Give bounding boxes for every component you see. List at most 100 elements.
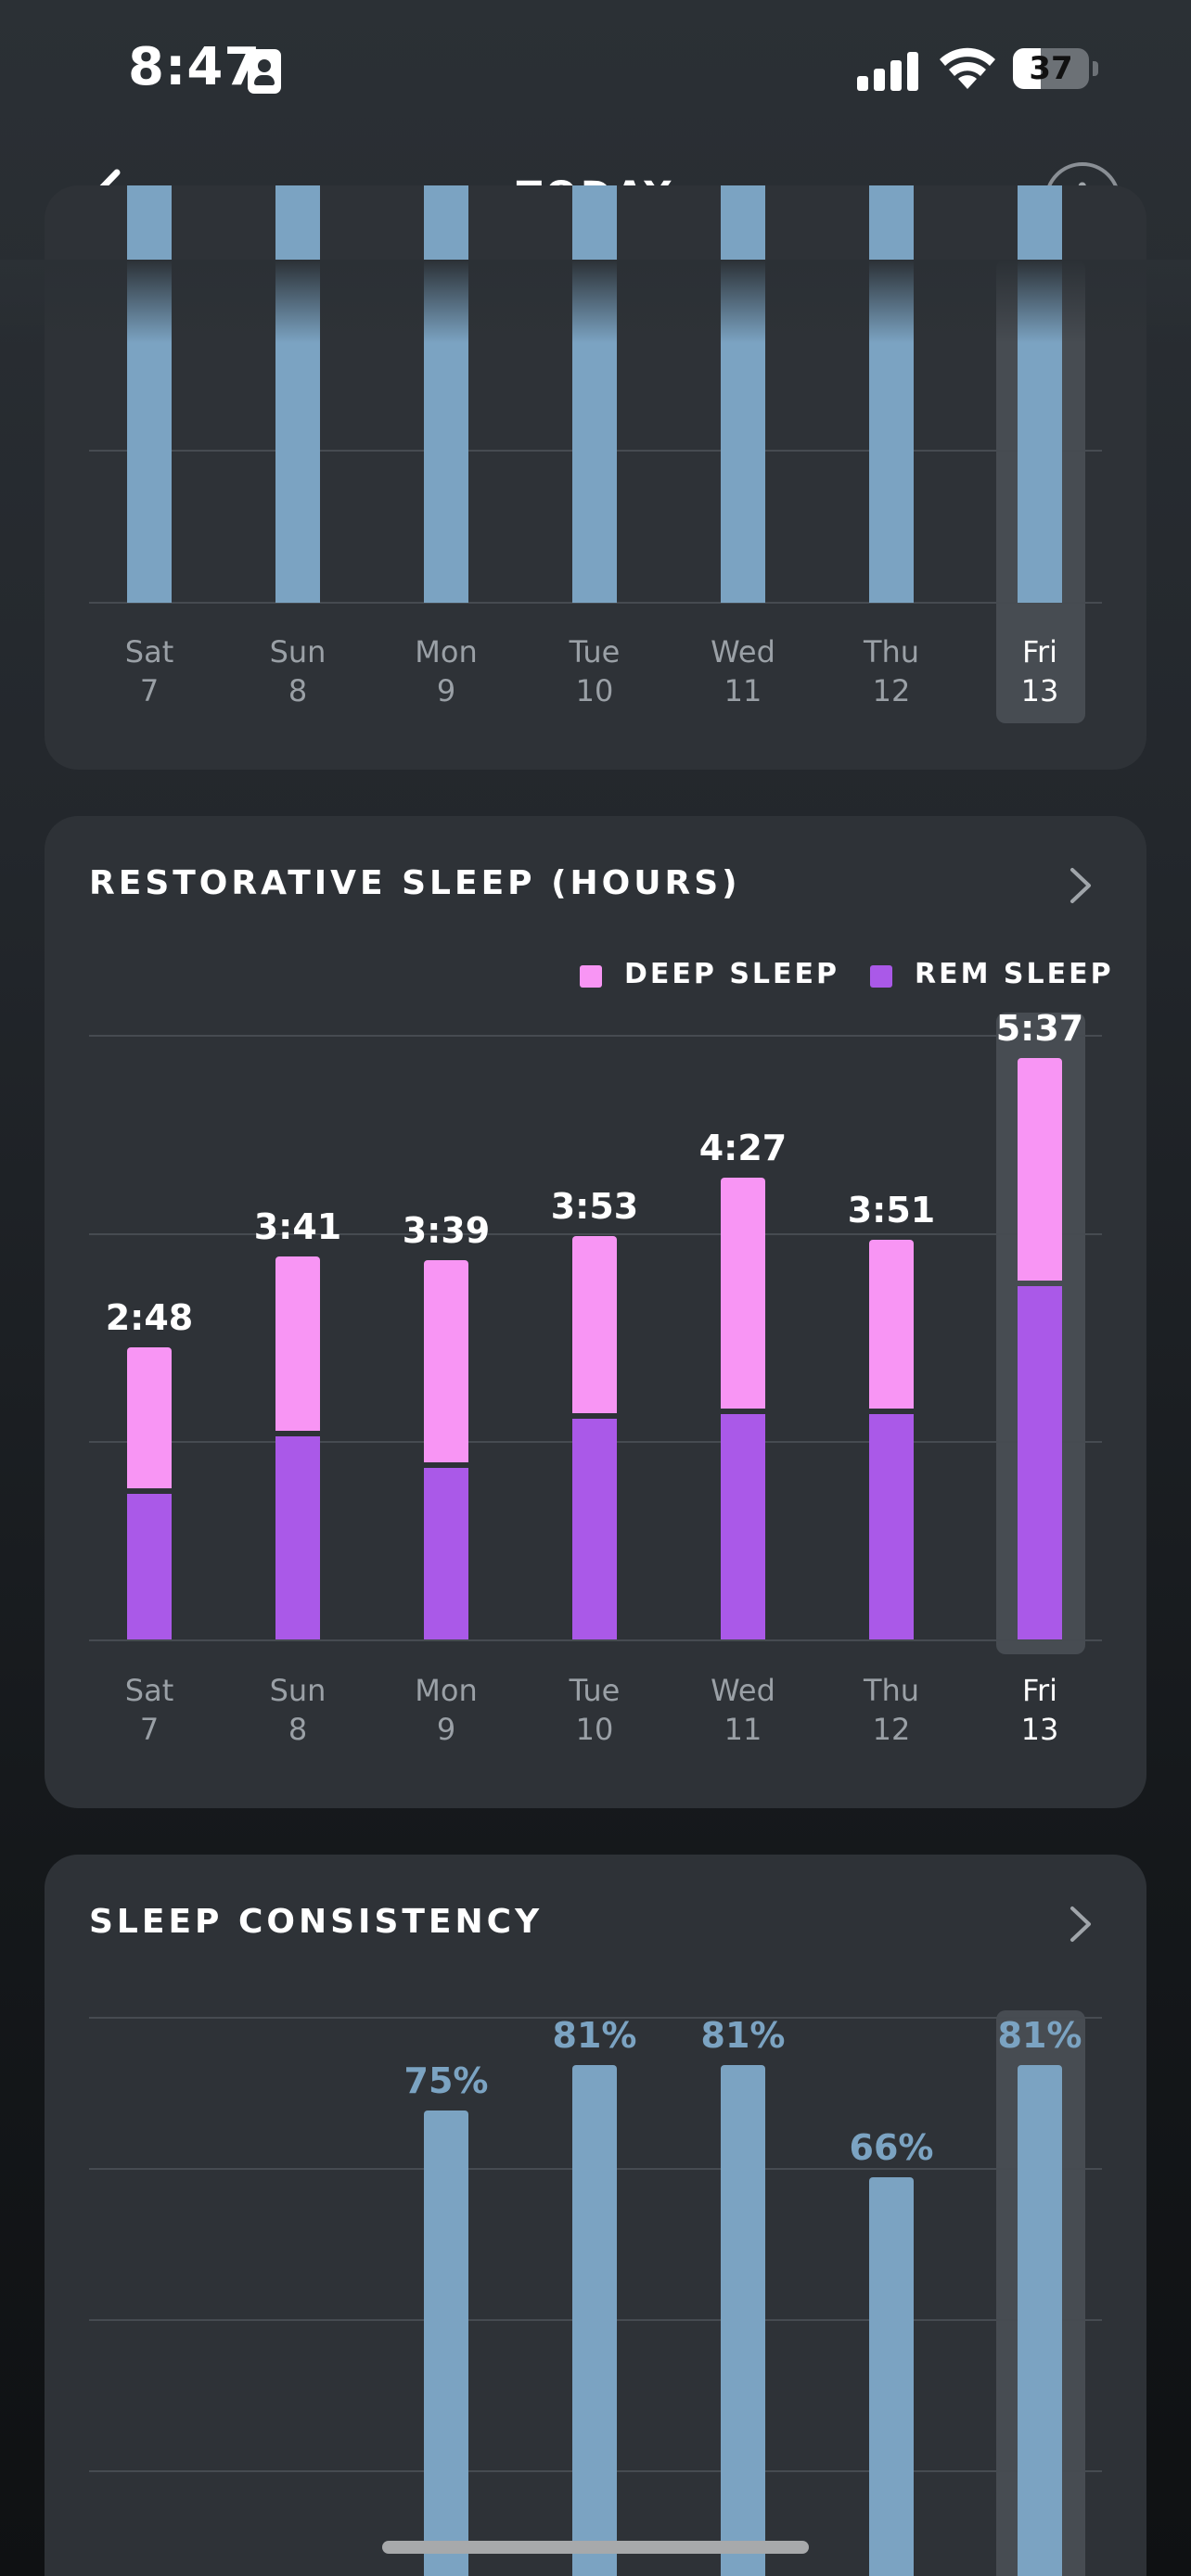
day-date: 12 — [872, 1712, 911, 1747]
deep-sleep-bar-tue — [572, 1236, 617, 1414]
day-name: Sun — [269, 1673, 327, 1708]
total-sleep-label-mon: 3:39 — [402, 1209, 491, 1251]
legend-swatch-deep-sleep — [580, 965, 602, 988]
consistency-bar-mon — [424, 2110, 468, 2576]
chevron-right-icon[interactable] — [1067, 1903, 1095, 1945]
day-label-mon[interactable]: Mon 9 — [381, 1671, 511, 1749]
rem-sleep-bar-sat — [127, 1494, 172, 1639]
grid-line — [89, 1035, 1102, 1037]
day-name: Thu — [863, 634, 920, 670]
day-name: Tue — [569, 634, 621, 670]
grid-line — [89, 1639, 1102, 1641]
consistency-label-thu: 66% — [849, 2127, 934, 2169]
day-name: Sat — [124, 634, 174, 670]
day-date: 11 — [724, 673, 762, 708]
total-sleep-label-sat: 2:48 — [105, 1296, 194, 1338]
deep-sleep-bar-wed — [721, 1178, 765, 1409]
total-sleep-label-fri: 5:37 — [995, 1007, 1084, 1049]
day-date: 8 — [288, 673, 308, 708]
bar-thu — [869, 185, 914, 603]
total-sleep-label-tue: 3:53 — [550, 1186, 639, 1228]
day-date: 9 — [436, 1712, 456, 1747]
id-card-icon — [248, 49, 281, 94]
grid-line — [89, 2017, 1102, 2019]
card-title: RESTORATIVE SLEEP (HOURS) — [89, 864, 741, 902]
battery-cap — [1093, 61, 1098, 76]
day-label-mon[interactable]: Mon 9 — [381, 632, 511, 710]
bar-wed — [721, 185, 765, 603]
battery-level: 37 — [1029, 50, 1073, 87]
day-date: 8 — [288, 1712, 308, 1747]
cellular-signal-icon — [857, 48, 920, 91]
day-name: Wed — [711, 634, 775, 670]
day-name: Thu — [863, 1673, 920, 1708]
scroll-fade — [0, 260, 1191, 343]
day-name: Wed — [711, 1673, 775, 1708]
day-label-sat[interactable]: Sat 7 — [84, 632, 214, 710]
wifi-icon — [940, 47, 995, 89]
consistency-label-mon: 75% — [403, 2060, 489, 2101]
consistency-label-wed: 81% — [700, 2015, 786, 2057]
total-sleep-label-sun: 3:41 — [253, 1206, 342, 1248]
legend-label-rem-sleep: REM SLEEP — [915, 958, 1114, 990]
day-name: Mon — [415, 634, 478, 670]
chevron-right-icon[interactable] — [1067, 864, 1095, 907]
day-date: 7 — [139, 673, 160, 708]
restorative-sleep-card[interactable]: RESTORATIVE SLEEP (HOURS) DEEP SLEEP REM… — [45, 816, 1146, 1808]
day-name: Sun — [269, 634, 327, 670]
deep-sleep-bar-sun — [275, 1256, 320, 1432]
day-name: Sat — [124, 1673, 174, 1708]
day-date: 11 — [724, 1712, 762, 1747]
consistency-bar-fri — [1018, 2065, 1062, 2576]
legend-swatch-rem-sleep — [870, 965, 892, 988]
rem-sleep-bar-fri — [1018, 1285, 1062, 1639]
day-name: Mon — [415, 1673, 478, 1708]
battery-icon: 37 — [1013, 48, 1089, 89]
bar-sat — [127, 185, 172, 603]
rem-sleep-bar-tue — [572, 1419, 617, 1639]
day-label-sun[interactable]: Sun 8 — [233, 1671, 363, 1749]
status-bar: 8:47 37 — [0, 0, 1191, 139]
day-date: 13 — [1020, 673, 1059, 708]
rem-sleep-bar-mon — [424, 1468, 468, 1639]
deep-sleep-bar-thu — [869, 1239, 914, 1409]
rem-sleep-bar-wed — [721, 1413, 765, 1639]
bar-mon — [424, 185, 468, 603]
grid-line — [89, 1233, 1102, 1235]
day-date: 10 — [575, 1712, 614, 1747]
day-date: 13 — [1020, 1712, 1059, 1747]
bar-fri — [1018, 185, 1062, 603]
consistency-label-fri: 81% — [997, 2015, 1082, 2057]
sleep-consistency-card[interactable]: SLEEP CONSISTENCY 75% 81% 81% 66% 81% — [45, 1855, 1146, 2576]
card-title: SLEEP CONSISTENCY — [89, 1903, 544, 1941]
day-label-wed[interactable]: Wed 11 — [678, 1671, 808, 1749]
day-label-sat[interactable]: Sat 7 — [84, 1671, 214, 1749]
day-label-sun[interactable]: Sun 8 — [233, 632, 363, 710]
battery-fill — [1013, 48, 1042, 89]
day-label-thu[interactable]: Thu 12 — [826, 1671, 956, 1749]
day-name: Fri — [1021, 634, 1058, 670]
bar-sun — [275, 185, 320, 603]
day-label-fri[interactable]: Fri 13 — [975, 632, 1105, 710]
total-sleep-label-wed: 4:27 — [698, 1128, 788, 1169]
deep-sleep-bar-sat — [127, 1346, 172, 1489]
day-label-wed[interactable]: Wed 11 — [678, 632, 808, 710]
consistency-bar-wed — [721, 2065, 765, 2576]
total-sleep-label-thu: 3:51 — [847, 1189, 936, 1231]
rem-sleep-bar-thu — [869, 1413, 914, 1639]
day-date: 9 — [436, 673, 456, 708]
day-date: 7 — [139, 1712, 160, 1747]
bar-tue — [572, 185, 617, 603]
day-label-thu[interactable]: Thu 12 — [826, 632, 956, 710]
day-date: 10 — [575, 673, 614, 708]
day-name: Fri — [1021, 1673, 1058, 1708]
day-name: Tue — [569, 1673, 621, 1708]
deep-sleep-bar-mon — [424, 1259, 468, 1463]
day-label-tue[interactable]: Tue 10 — [530, 1671, 660, 1749]
deep-sleep-bar-fri — [1018, 1057, 1062, 1281]
day-label-tue[interactable]: Tue 10 — [530, 632, 660, 710]
day-label-fri[interactable]: Fri 13 — [975, 1671, 1105, 1749]
consistency-bar-thu — [869, 2177, 914, 2576]
grid-line — [89, 602, 1102, 604]
status-time: 8:47 — [128, 37, 262, 97]
